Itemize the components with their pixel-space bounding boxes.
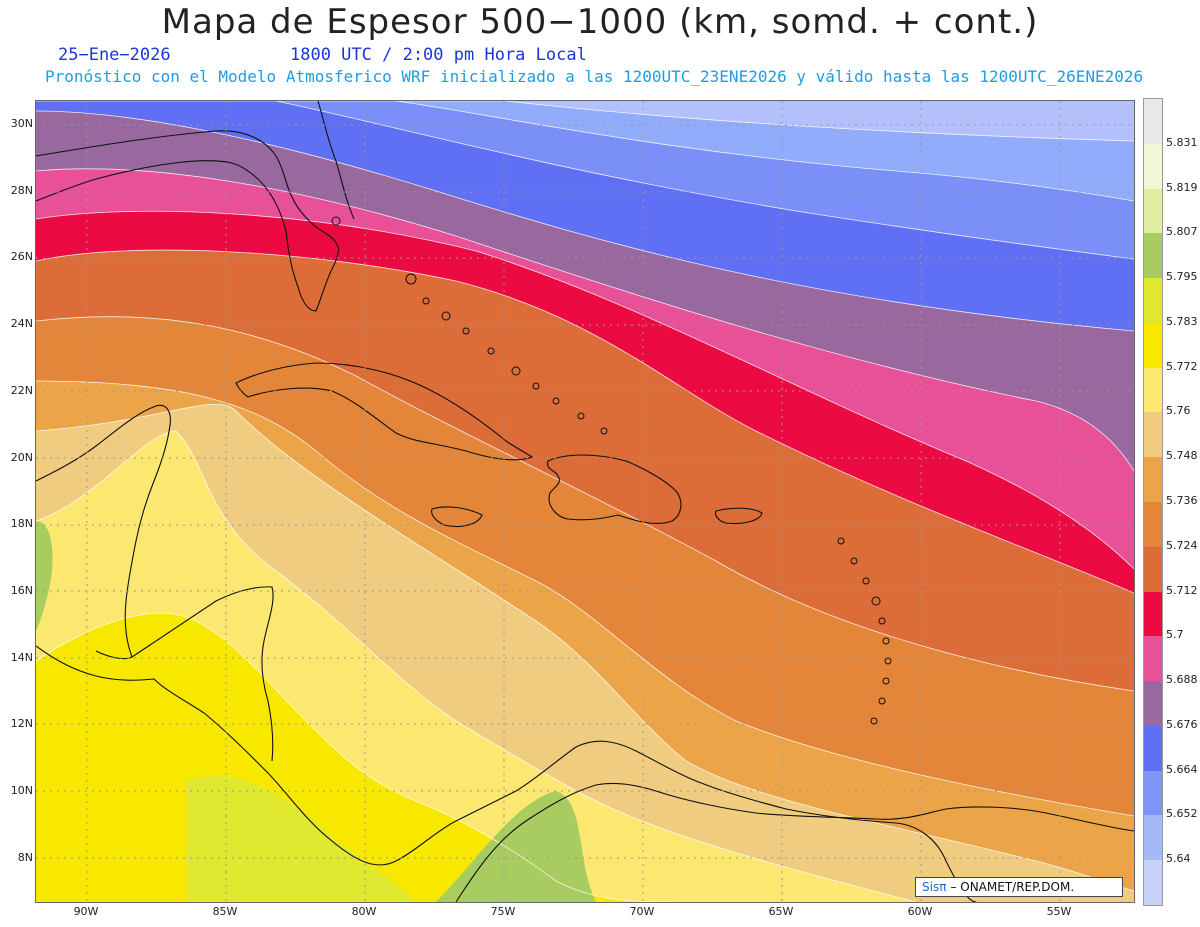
thickness-map (35, 100, 1135, 903)
coast-cuba (235, 362, 534, 461)
coast-florida (36, 130, 340, 312)
lon-label: 80W (351, 905, 377, 918)
coast-honduras (131, 586, 274, 762)
colorbar-label: 5.64 (1166, 852, 1191, 866)
islands (331, 216, 892, 725)
forecast-description: Pronóstico con el Modelo Atmosferico WRF… (45, 67, 1144, 86)
lat-label: 16N (10, 583, 33, 597)
coast-jamaica (431, 506, 483, 528)
colorbar-segment (1144, 143, 1162, 190)
colorbar-segment (1144, 815, 1162, 861)
colorbar-segment (1144, 591, 1162, 637)
colorbar-label: 5.831 (1166, 135, 1198, 149)
graticule (36, 101, 1134, 902)
colorbar-segment (1144, 99, 1162, 145)
coast-puerto-rico (714, 507, 763, 525)
lat-label: 28N (10, 183, 33, 197)
colorbar-label: 5.807 (1166, 225, 1198, 239)
lat-label: 18N (10, 517, 33, 531)
colorbar-segment (1144, 502, 1162, 548)
lon-label: 70W (629, 905, 655, 918)
coast-yucatan (36, 404, 171, 660)
colorbar-segment (1144, 188, 1162, 234)
colorbar-label: 5.736 (1166, 494, 1198, 507)
colorbar-label: 5.724 (1166, 538, 1198, 552)
colorbar-label: 5.688 (1166, 673, 1198, 687)
credit-box: Sisπ – ONAMET/REP.DOM. (915, 877, 1123, 897)
lat-label: 12N (10, 717, 33, 731)
band-green-2 (36, 521, 53, 631)
coast-south-america (455, 782, 1134, 902)
colorbar-segment (1144, 725, 1162, 772)
lon-label: 55W (1046, 905, 1072, 918)
colorbar-segment (1144, 322, 1162, 369)
map-title: Mapa de Espesor 500−1000 (km, somd. + co… (161, 2, 1039, 42)
colorbar-segment (1144, 278, 1162, 324)
lat-label: 8N (17, 850, 33, 864)
colorbar-segment (1144, 412, 1162, 458)
colorbar-segment (1144, 681, 1162, 727)
colorbar-segment (1144, 367, 1162, 413)
lon-label: 90W (73, 905, 99, 918)
contour-lines (36, 101, 1134, 902)
colorbar-label: 5.772 (1166, 359, 1198, 373)
lat-label: 20N (10, 450, 33, 464)
colorbar-segment (1144, 860, 1162, 906)
colorbar-label: 5.795 (1166, 270, 1198, 284)
colorbar-segment (1144, 636, 1162, 682)
colorbar-label: 5.783 (1166, 314, 1198, 328)
colorbar-segment (1144, 770, 1162, 816)
colorbar-label: 5.676 (1166, 717, 1198, 731)
band-green-1 (436, 791, 596, 902)
colorbar-segment (1144, 233, 1162, 279)
colorbar-segment (1144, 457, 1162, 503)
coastlines (36, 101, 1134, 902)
band-lime (186, 775, 416, 902)
colorbar-label: 5.819 (1166, 180, 1198, 194)
lon-label: 60W (907, 905, 933, 918)
lon-label: 75W (490, 905, 516, 918)
lat-label: 22N (10, 383, 33, 397)
lat-label: 30N (10, 117, 33, 130)
colorbar-label: 5.652 (1166, 807, 1198, 821)
forecast-date: 25−Ene−2026 (58, 45, 171, 65)
colorbar-label: 5.7 (1166, 628, 1184, 642)
credit-text: – ONAMET/REP.DOM. (950, 880, 1075, 894)
forecast-time: 1800 UTC / 2:00 pm Hora Local (290, 45, 587, 65)
lat-label: 24N (10, 317, 33, 331)
colorbar-label: 5.76 (1166, 404, 1191, 418)
coast-hispaniola (546, 454, 682, 524)
colorbar (1143, 98, 1163, 906)
colorbar-segment (1144, 546, 1162, 593)
colorbar-label: 5.712 (1166, 583, 1198, 597)
lat-label: 10N (10, 784, 33, 797)
colorbar-label: 5.748 (1166, 449, 1198, 463)
credit-brand: Sisπ (922, 880, 947, 894)
lat-label: 26N (10, 250, 33, 264)
lat-label: 14N (10, 650, 33, 664)
coast-us-east (317, 101, 355, 220)
colorbar-label: 5.664 (1166, 762, 1198, 776)
lon-label: 65W (768, 905, 794, 918)
lon-label: 85W (212, 905, 238, 918)
